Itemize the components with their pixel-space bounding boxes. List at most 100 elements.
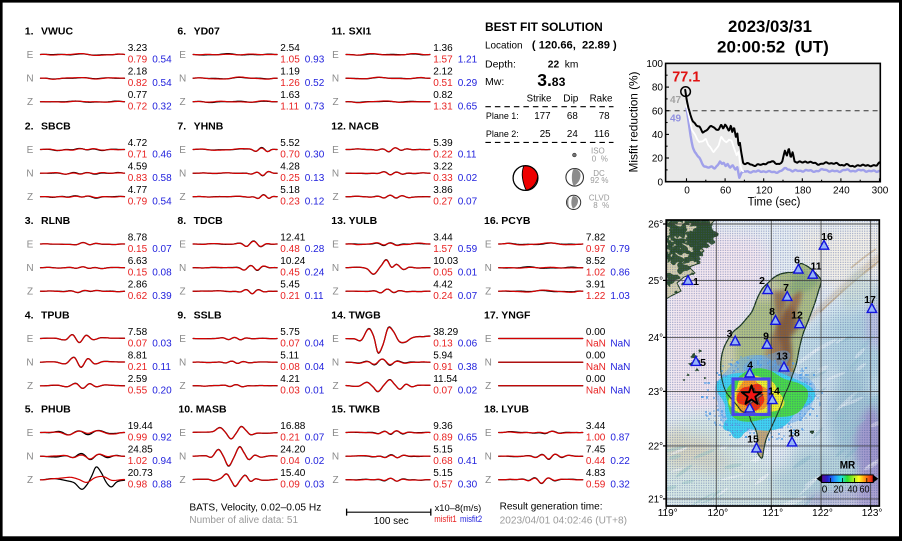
svg-text:0.01: 0.01 — [305, 386, 325, 397]
svg-text:0.54: 0.54 — [152, 55, 172, 66]
svg-text:TPUB: TPUB — [41, 310, 70, 322]
svg-text:5.15: 5.15 — [433, 468, 453, 479]
svg-text:2.: 2. — [25, 121, 34, 133]
svg-text:E: E — [332, 428, 339, 439]
svg-text:6.63: 6.63 — [128, 256, 148, 267]
svg-text:60: 60 — [860, 484, 870, 495]
svg-text:YD07: YD07 — [194, 26, 220, 38]
svg-text:0.44: 0.44 — [586, 456, 606, 467]
svg-text:N: N — [179, 169, 186, 180]
svg-text:9.36: 9.36 — [433, 421, 453, 432]
svg-text:5: 5 — [700, 357, 706, 369]
svg-text:TWKB: TWKB — [349, 404, 381, 416]
svg-text:5.15: 5.15 — [433, 445, 453, 456]
svg-text:3.86: 3.86 — [433, 185, 453, 196]
svg-text:Z: Z — [27, 97, 33, 108]
svg-text:N: N — [179, 263, 186, 274]
svg-text:E: E — [332, 240, 339, 251]
svg-text:3.: 3. — [537, 70, 552, 90]
svg-text:E: E — [27, 145, 34, 156]
svg-text:15.40: 15.40 — [280, 468, 305, 479]
svg-text:0.12: 0.12 — [305, 197, 325, 208]
svg-text:1.: 1. — [25, 26, 34, 38]
svg-text:14: 14 — [768, 386, 780, 398]
svg-text:0.38: 0.38 — [458, 362, 478, 373]
svg-text:misfit1: misfit1 — [434, 514, 457, 524]
svg-text:Z: Z — [180, 475, 186, 486]
svg-text:0.92: 0.92 — [152, 433, 172, 444]
svg-text:2.18: 2.18 — [128, 67, 148, 78]
svg-text:NaN: NaN — [586, 386, 606, 397]
svg-text:0.58: 0.58 — [152, 173, 172, 184]
svg-text:0.45: 0.45 — [280, 268, 300, 279]
svg-text:BATS, Velocity, 0.02–0.05 Hz: BATS, Velocity, 0.02–0.05 Hz — [189, 502, 321, 513]
svg-text:17.: 17. — [484, 310, 499, 322]
svg-text:23°: 23° — [648, 387, 663, 398]
svg-text:CLVD: CLVD — [589, 194, 610, 203]
svg-text:5.11: 5.11 — [280, 351, 299, 362]
svg-text:15.: 15. — [331, 404, 346, 416]
svg-text:13.: 13. — [331, 215, 346, 227]
svg-text:7.58: 7.58 — [128, 327, 148, 338]
svg-text:E: E — [332, 50, 339, 61]
svg-text:47: 47 — [670, 95, 682, 106]
svg-text:0.54: 0.54 — [152, 197, 172, 208]
svg-text:BEST FIT SOLUTION: BEST FIT SOLUTION — [485, 20, 603, 34]
svg-text:N: N — [179, 452, 186, 463]
svg-text:100: 100 — [646, 59, 663, 70]
svg-text:5.39: 5.39 — [433, 138, 453, 149]
svg-text:1.02: 1.02 — [128, 456, 148, 467]
svg-text:24.85: 24.85 — [128, 445, 153, 456]
svg-text:0.88: 0.88 — [152, 480, 172, 491]
svg-text:0.25: 0.25 — [280, 173, 300, 184]
svg-text:0.13: 0.13 — [305, 173, 325, 184]
svg-text:0.01: 0.01 — [458, 268, 478, 279]
svg-text:E: E — [179, 50, 186, 61]
svg-text:MR: MR — [840, 459, 856, 471]
svg-text:3.23: 3.23 — [128, 43, 148, 54]
svg-text:E: E — [27, 334, 34, 345]
svg-text:0.82: 0.82 — [128, 78, 148, 89]
svg-text:20:00:52 (UT): 20:00:52 (UT) — [717, 38, 829, 57]
svg-text:26°: 26° — [648, 220, 663, 231]
svg-text:24: 24 — [567, 129, 578, 140]
svg-text:25°: 25° — [648, 276, 663, 287]
svg-text:E: E — [27, 428, 34, 439]
svg-text:0.28: 0.28 — [305, 244, 325, 255]
svg-text:2.12: 2.12 — [433, 67, 453, 78]
svg-text:7.82: 7.82 — [586, 232, 606, 243]
svg-text:0.07: 0.07 — [280, 339, 300, 350]
svg-text:0.94: 0.94 — [152, 456, 172, 467]
svg-text:4.21: 4.21 — [280, 374, 300, 385]
svg-text:12.41: 12.41 — [280, 232, 305, 243]
svg-text:0.65: 0.65 — [458, 433, 478, 444]
svg-text:1.57: 1.57 — [433, 244, 453, 255]
svg-text:0.65: 0.65 — [458, 102, 478, 113]
svg-text:22: 22 — [548, 59, 560, 70]
svg-text:0.70: 0.70 — [280, 150, 300, 161]
svg-text:0.99: 0.99 — [128, 433, 148, 444]
svg-text:5.94: 5.94 — [433, 351, 453, 362]
svg-text:Strike: Strike — [527, 94, 552, 105]
svg-text:0.06: 0.06 — [458, 339, 478, 350]
svg-text:0.05: 0.05 — [433, 268, 453, 279]
svg-text:4.77: 4.77 — [128, 185, 148, 196]
svg-text:SBCB: SBCB — [41, 121, 71, 133]
svg-text:2.54: 2.54 — [280, 43, 300, 54]
svg-text:0.73: 0.73 — [305, 102, 325, 113]
svg-text:E: E — [179, 334, 186, 345]
svg-text:N: N — [179, 74, 186, 85]
svg-text:N: N — [26, 358, 33, 369]
svg-text:Z: Z — [485, 381, 491, 392]
svg-text:ISO: ISO — [591, 146, 605, 155]
svg-text:VWUC: VWUC — [41, 26, 73, 38]
svg-text:0.79: 0.79 — [128, 197, 148, 208]
svg-text:4.59: 4.59 — [128, 162, 148, 173]
svg-text:3.44: 3.44 — [586, 421, 606, 432]
svg-text:77.1: 77.1 — [672, 69, 700, 85]
svg-text:Z: Z — [180, 287, 186, 298]
svg-text:0.72: 0.72 — [128, 102, 148, 113]
svg-text:83: 83 — [552, 75, 566, 89]
svg-text:7.: 7. — [177, 121, 186, 133]
svg-text:0.68: 0.68 — [433, 456, 453, 467]
